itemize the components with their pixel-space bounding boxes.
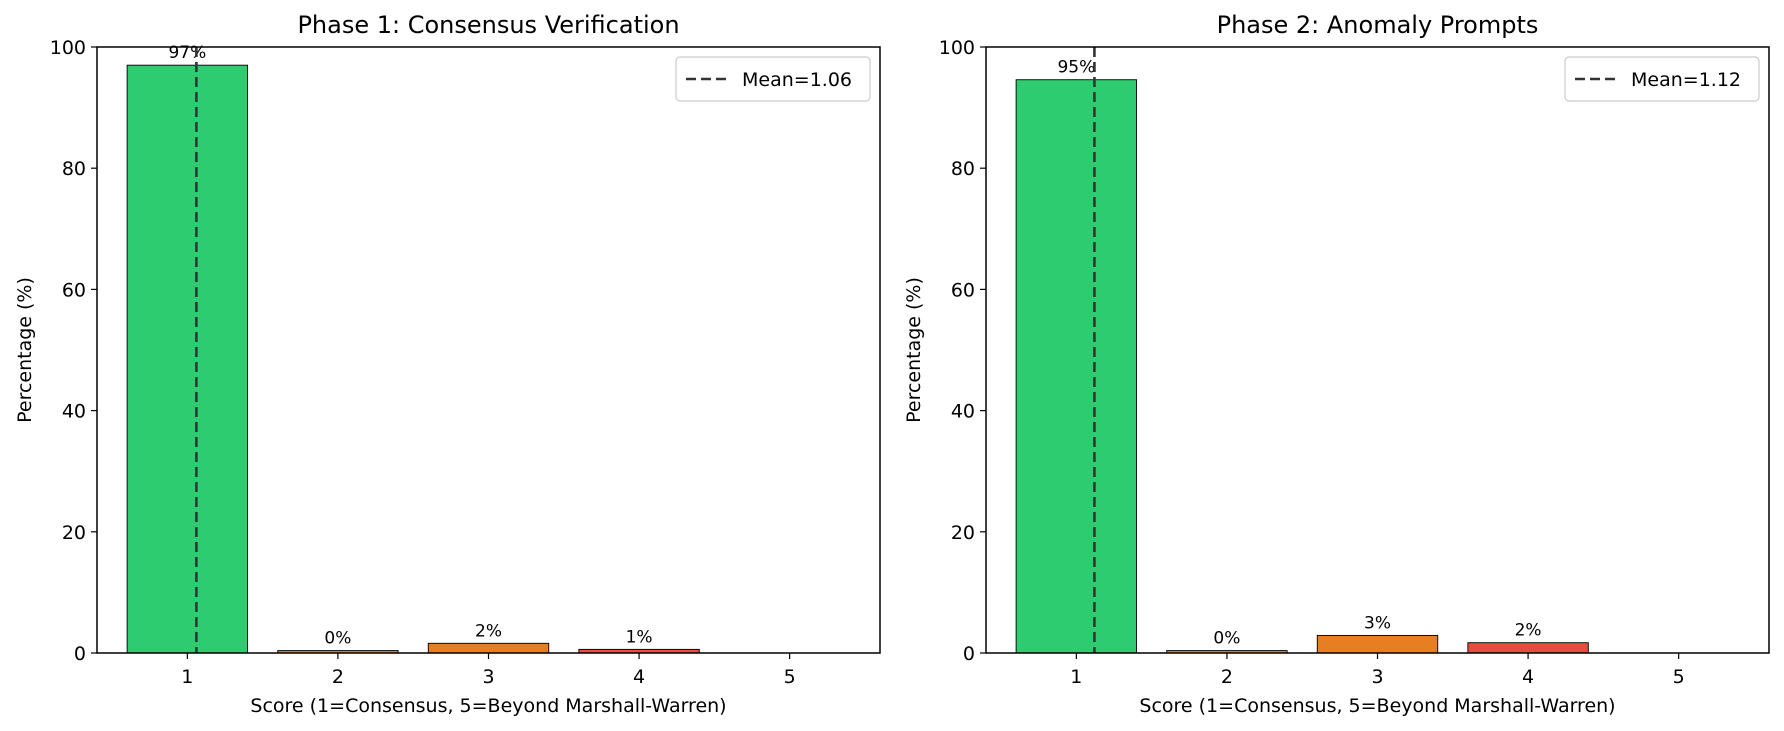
x-tick-label: 4 (633, 666, 645, 688)
data-label: 95% (1057, 58, 1095, 78)
y-tick-label: 0 (74, 643, 86, 665)
chart-title: Phase 1: Consensus Verification (297, 11, 679, 39)
x-tick-label: 2 (1221, 666, 1233, 688)
y-tick-label: 60 (951, 279, 975, 301)
bar-score-4 (1467, 642, 1589, 654)
chart-panel-2: Phase 2: Anomaly Prompts 95% 0% 3% 2% 0 20 40 60… (903, 11, 1770, 717)
y-tick-label: 80 (62, 158, 86, 180)
y-tick-label: 0 (963, 643, 975, 665)
bar-score-1 (1015, 79, 1138, 654)
y-tick-label: 60 (62, 279, 86, 301)
legend-mean-label: Mean=1.12 (1631, 69, 1741, 91)
y-tick-label: 80 (951, 158, 975, 180)
data-label: 2% (475, 621, 502, 641)
y-tick-label: 100 (939, 37, 975, 59)
x-tick-label: 3 (482, 666, 494, 688)
x-tick-label: 2 (332, 666, 344, 688)
y-tick-label: 20 (951, 522, 975, 544)
x-axis-label: Score (1=Consensus, 5=Beyond Marshall-Wa… (1139, 695, 1615, 717)
bar-score-3 (1316, 634, 1439, 654)
y-tick-label: 20 (62, 522, 86, 544)
x-tick-label: 5 (784, 666, 796, 688)
legend-box (675, 56, 871, 102)
y-tick-label: 40 (951, 401, 975, 423)
data-label: 1% (626, 627, 653, 647)
x-tick-label: 4 (1522, 666, 1534, 688)
x-tick-label: 5 (1673, 666, 1685, 688)
data-label: 0% (1213, 629, 1240, 649)
chart-title: Phase 2: Anomaly Prompts (1217, 11, 1539, 39)
x-axis-label: Score (1=Consensus, 5=Beyond Marshall-Wa… (250, 695, 726, 717)
x-tick-label: 3 (1371, 666, 1383, 688)
chart-panel-1: Phase 1: Consensus Verification 97% 0% 2% 1%… (14, 11, 881, 717)
data-label: 97% (168, 43, 206, 63)
y-tick-label: 40 (62, 401, 86, 423)
y-tick-label: 100 (50, 37, 86, 59)
y-axis-label: Percentage (%) (903, 277, 925, 423)
x-tick-label: 1 (181, 666, 193, 688)
bar-score-3 (427, 642, 550, 654)
y-axis-label: Percentage (%) (14, 277, 36, 423)
legend-box (1564, 56, 1760, 102)
legend-mean-label: Mean=1.06 (742, 69, 852, 91)
bar-score-1 (126, 64, 249, 654)
legend: Mean=1.12 (1564, 56, 1760, 102)
data-label: 0% (324, 629, 351, 649)
x-tick-label: 1 (1070, 666, 1082, 688)
data-label: 2% (1515, 621, 1542, 641)
legend: Mean=1.06 (675, 56, 871, 102)
data-label: 3% (1364, 613, 1391, 633)
